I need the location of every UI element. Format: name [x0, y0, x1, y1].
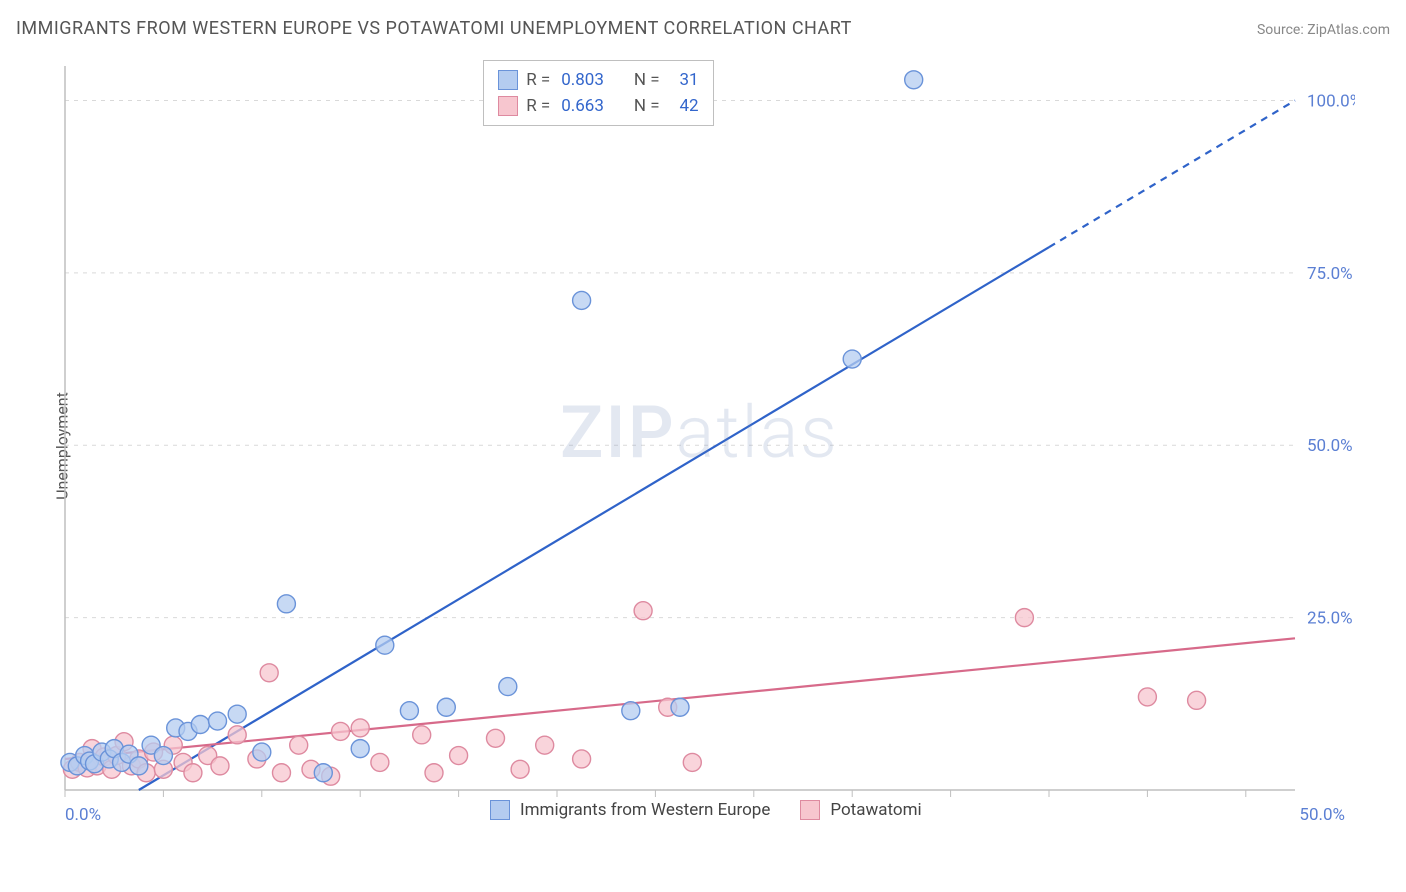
- x-tick-label: 0.0%: [65, 805, 101, 825]
- stat-R-value: 0.803: [561, 67, 604, 93]
- legend-stats-row: R = 0.663 N = 42: [498, 93, 698, 119]
- y-tick-label: 100.0%: [1307, 91, 1355, 111]
- stat-R-label: R =: [526, 67, 550, 93]
- bottom-legend-item: Immigrants from Western Europe: [490, 800, 770, 820]
- legend-series-name: Immigrants from Western Europe: [520, 800, 770, 820]
- legend-swatch: [498, 96, 518, 116]
- bottom-legend: Immigrants from Western Europe Potawatomi: [490, 800, 922, 820]
- legend-stats-box: R = 0.803 N = 31 R = 0.663 N = 42: [483, 60, 713, 126]
- title-bar: IMMIGRANTS FROM WESTERN EUROPE VS POTAWA…: [16, 18, 1390, 39]
- legend-series-name: Potawatomi: [830, 800, 921, 820]
- stat-N-value: 42: [671, 93, 699, 119]
- legend-swatch: [800, 800, 820, 820]
- legend-stats-row: R = 0.803 N = 31: [498, 67, 698, 93]
- stat-R-value: 0.663: [561, 93, 604, 119]
- legend-swatch: [490, 800, 510, 820]
- scatter-plot: 25.0%50.0%75.0%100.0%0.0%50.0% ZIPatlas …: [55, 60, 1355, 830]
- stat-N-label: N =: [634, 67, 660, 93]
- stat-N-label: N =: [634, 93, 660, 119]
- y-tick-label: 50.0%: [1307, 436, 1353, 456]
- stat-N-value: 31: [671, 67, 699, 93]
- plot-svg: 25.0% 50.0% 75.0% 100.0% 0.0% 50.0%: [55, 60, 1355, 830]
- legend-swatch: [498, 70, 518, 90]
- stat-R-label: R =: [526, 93, 550, 119]
- chart-source: Source: ZipAtlas.com: [1257, 22, 1390, 38]
- y-tick-label: 25.0%: [1307, 609, 1353, 629]
- x-tick-label: 50.0%: [1299, 805, 1345, 825]
- bottom-legend-item: Potawatomi: [800, 800, 921, 820]
- chart-title: IMMIGRANTS FROM WESTERN EUROPE VS POTAWA…: [16, 18, 852, 39]
- y-tick-label: 75.0%: [1307, 264, 1353, 284]
